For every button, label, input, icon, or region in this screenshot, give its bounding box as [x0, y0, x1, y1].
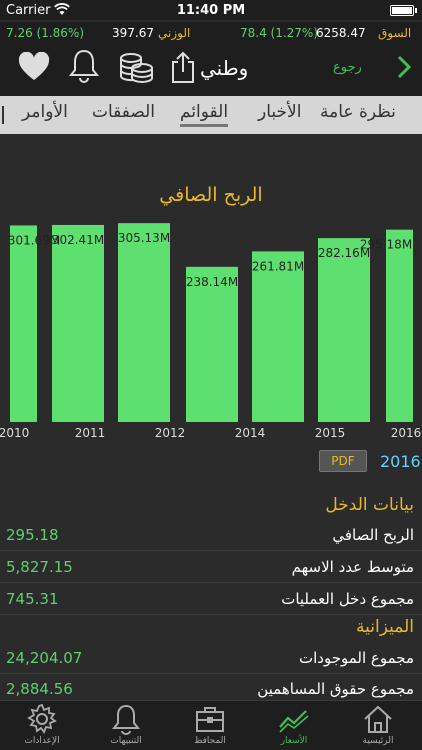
- table-row: 24,204.07 مجموع الموجودات: [0, 643, 422, 674]
- carrier-label: Carrier: [6, 3, 51, 18]
- coins-icon[interactable]: [118, 50, 154, 84]
- row-label: متوسط عدد الاسهم: [291, 558, 414, 576]
- x-tick-2015: 2015: [315, 426, 346, 440]
- row-value: 2,884.56: [6, 680, 73, 698]
- nav-portfolios[interactable]: المحافظ: [168, 701, 252, 750]
- header-toolbar: وطني رجوع: [0, 44, 422, 96]
- tab-trades[interactable]: الصفقات: [92, 102, 156, 122]
- nav-home[interactable]: الرئيسية: [336, 701, 420, 750]
- back-button-label[interactable]: رجوع: [333, 60, 362, 75]
- tab-bar: نظرة عامة الأخبار القوائم الصفقات الأوام…: [0, 96, 422, 134]
- x-tick-2016: 2016: [391, 426, 422, 440]
- table-row: 295.18 الربح الصافي: [0, 520, 422, 551]
- market-label: السوق: [378, 26, 412, 40]
- balance-section-title: الميزانية: [356, 617, 414, 637]
- bell-icon: [111, 704, 141, 735]
- x-tick-2012: 2012: [155, 426, 186, 440]
- tab-statements[interactable]: القوائم: [180, 102, 229, 127]
- data-label-2014: 261.81M: [252, 259, 304, 273]
- row-value: 5,827.15: [6, 558, 73, 576]
- weighted-value: 397.67: [112, 26, 154, 40]
- bar-2013[interactable]: [186, 266, 238, 422]
- weighted-label: الوزني: [158, 26, 191, 40]
- nav-settings[interactable]: الإعدادات: [0, 701, 84, 750]
- bottom-nav: الإعدادات التنبيهات المحافظ الأسعار الرئ…: [0, 700, 422, 750]
- nav-label: المحافظ: [194, 736, 226, 746]
- nav-label: التنبيهات: [110, 736, 142, 746]
- row-value: 745.31: [6, 590, 59, 608]
- bar-2015[interactable]: [318, 238, 370, 422]
- market-value: 6258.47: [316, 26, 366, 40]
- bar-2010[interactable]: [10, 225, 37, 422]
- market-change: 78.4 (1.27%): [240, 26, 319, 40]
- tab-orders[interactable]: الأوامر: [22, 102, 68, 122]
- status-time: 11:40 PM: [176, 3, 246, 18]
- bar-2011[interactable]: [52, 224, 104, 422]
- selected-year[interactable]: 2016: [380, 452, 421, 471]
- battery-icon: [390, 5, 414, 16]
- nav-label: الرئيسية: [362, 736, 394, 746]
- x-tick-2010: 2010: [0, 426, 29, 440]
- data-label-2011: 302.41M: [52, 233, 104, 247]
- status-bar: Carrier 11:40 PM: [0, 0, 422, 20]
- chart-title: الربح الصافي: [159, 184, 263, 206]
- row-label: مجموع دخل العمليات: [281, 590, 414, 608]
- home-icon: [364, 705, 392, 733]
- tab-divider: [2, 106, 4, 124]
- row-value: 24,204.07: [6, 649, 83, 667]
- market-ticker: 7.26 (1.86%) 397.67 الوزني 78.4 (1.27%) …: [0, 22, 422, 44]
- bar-2014[interactable]: [252, 251, 304, 422]
- data-label-2016: 295.18M: [360, 238, 412, 252]
- share-icon[interactable]: [170, 50, 196, 84]
- briefcase-icon: [196, 707, 224, 732]
- bar-2016[interactable]: [386, 229, 413, 422]
- x-tick-2011: 2011: [75, 426, 106, 440]
- wifi-icon: [54, 3, 70, 15]
- stock-title: وطني: [200, 56, 249, 80]
- weighted-change: 7.26 (1.86%): [6, 26, 85, 40]
- heart-icon[interactable]: [18, 52, 50, 82]
- row-value: 295.18: [6, 526, 59, 544]
- row-label: مجموع الموجودات: [298, 649, 414, 667]
- income-section-title: بيانات الدخل: [325, 495, 414, 515]
- pdf-button[interactable]: PDF: [319, 450, 367, 472]
- gear-icon: [27, 703, 57, 734]
- tab-overview[interactable]: نظرة عامة: [320, 102, 396, 122]
- row-label: مجموع حقوق المساهمين: [257, 680, 414, 698]
- chevron-right-icon[interactable]: [396, 54, 412, 80]
- data-label-2010: 301.69M: [8, 233, 60, 247]
- tab-news[interactable]: الأخبار: [258, 102, 302, 122]
- x-tick-2014: 2014: [235, 426, 266, 440]
- nav-prices[interactable]: الأسعار: [252, 701, 336, 750]
- nav-label: الإعدادات: [24, 736, 60, 746]
- row-label: الربح الصافي: [332, 526, 414, 544]
- data-label-2015: 282.16M: [318, 246, 370, 260]
- bell-icon[interactable]: [68, 48, 100, 84]
- chart-line-icon: [279, 710, 309, 733]
- bar-2012[interactable]: [118, 223, 170, 422]
- nav-label: الأسعار: [280, 736, 308, 746]
- data-label-2012: 305.13M: [118, 231, 170, 245]
- nav-alerts[interactable]: التنبيهات: [84, 701, 168, 750]
- data-label-2013: 238.14M: [186, 275, 238, 289]
- table-row: 5,827.15 متوسط عدد الاسهم: [0, 552, 422, 583]
- table-row: 745.31 مجموع دخل العمليات: [0, 584, 422, 615]
